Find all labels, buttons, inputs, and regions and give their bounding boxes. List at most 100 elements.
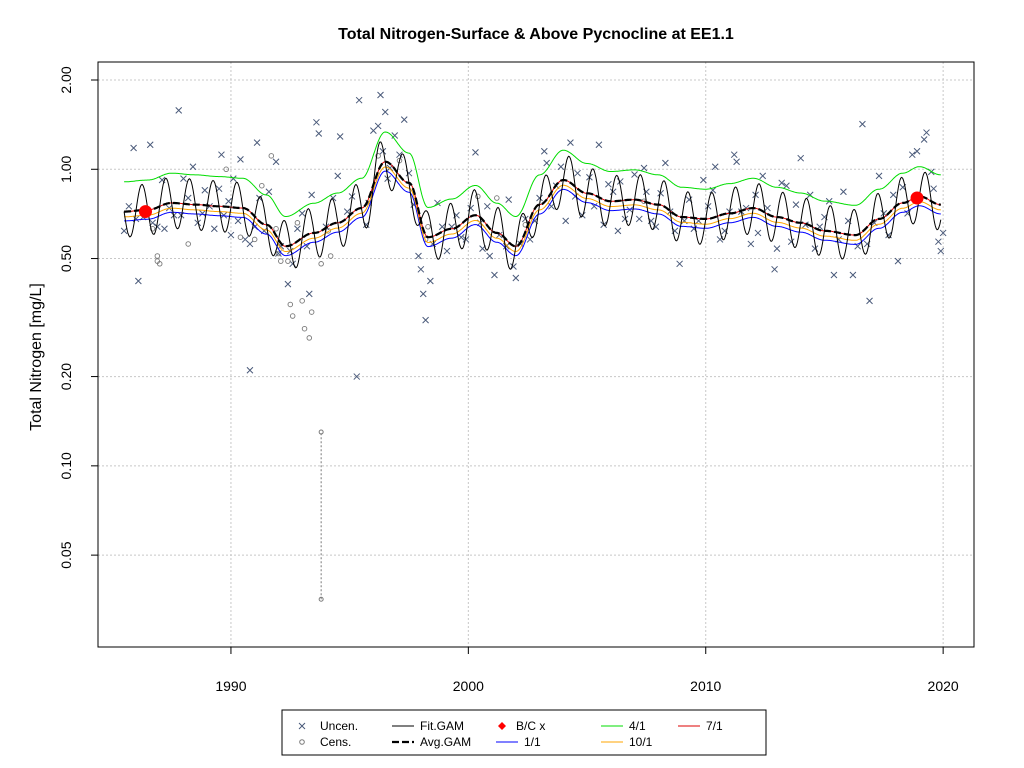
bc-point-0 — [138, 205, 152, 219]
uncensored-point-4 — [135, 277, 142, 285]
legend-uncen-label: Uncen. — [320, 719, 358, 733]
uncensored-point-155 — [771, 265, 778, 273]
uncensored-point-152 — [754, 229, 762, 237]
uncensored-point-78 — [427, 277, 434, 285]
uncensored-point-93 — [491, 271, 498, 279]
uncensored-point-76 — [419, 290, 427, 298]
uncensored-point-32 — [246, 240, 254, 248]
legend-fit-gam-label: Fit.GAM — [420, 719, 464, 733]
uncensored-point-122 — [621, 215, 629, 223]
uncensored-point-129 — [652, 223, 660, 231]
uncensored-point-54 — [334, 172, 342, 180]
censored-point-11 — [275, 250, 282, 257]
censored-point-3 — [156, 261, 163, 267]
legend-4-1-label: 4/1 — [629, 719, 646, 733]
legend-avg-gam-label: Avg.GAM — [420, 735, 471, 749]
uncensored-point-172 — [849, 271, 857, 279]
uncensored-point-118 — [605, 180, 612, 188]
censored-point-21 — [318, 261, 324, 267]
y-tick-label-2: 0.20 — [58, 363, 74, 390]
uncensored-point-160 — [792, 201, 800, 208]
uncensored-point-153 — [759, 172, 767, 180]
uncensored-point-16 — [184, 194, 192, 202]
legend: Uncen. Cens. Fit.GAM Avg.GAM B/C x 1/1 4/1 7/1 1… — [281, 709, 767, 756]
uncensored-point-64 — [377, 91, 384, 99]
uncensored-point-158 — [783, 182, 790, 190]
censored-point-2 — [154, 253, 161, 259]
censored-point-17 — [299, 298, 305, 304]
legend-b-c-x-symbol — [498, 722, 506, 730]
uncensored-point-19 — [199, 210, 206, 217]
uncensored-point-121 — [616, 178, 624, 185]
uncensored-point-18 — [194, 219, 202, 227]
censored-point-9 — [268, 153, 275, 159]
legend-b-c-x-label: B/C x — [516, 719, 545, 733]
uncensored-point-168 — [830, 271, 838, 279]
uncensored-point-56 — [343, 208, 351, 215]
censored-point-14 — [287, 301, 294, 308]
uncensored-point-193 — [937, 247, 945, 255]
bc-point-1 — [910, 191, 924, 205]
uncensored-point-178 — [875, 172, 883, 180]
series-line-10-1 — [124, 166, 941, 252]
uncensored-point-17 — [189, 163, 197, 171]
uncensored-point-176 — [866, 297, 873, 305]
censored-point-10 — [273, 226, 279, 232]
uncensored-point-100 — [521, 215, 529, 223]
uncensored-point-131 — [662, 159, 669, 167]
censored-point-20 — [308, 309, 315, 315]
uncensored-point-119 — [609, 188, 617, 196]
uncensored-point-59 — [355, 96, 363, 104]
censored-interval-high — [318, 429, 324, 435]
uncensored-point-194 — [939, 229, 947, 237]
censored-point-4 — [185, 241, 191, 247]
uncensored-point-108 — [557, 163, 565, 171]
uncensored-point-192 — [935, 238, 942, 246]
censored-point-12 — [278, 258, 284, 264]
legend-uncen-symbol — [298, 722, 306, 730]
uncensored-point-130 — [657, 189, 664, 197]
uncensored-point-86 — [462, 236, 470, 243]
uncensored-point-65 — [379, 147, 387, 155]
censored-point-0 — [149, 226, 156, 232]
uncensored-point-45 — [294, 225, 301, 233]
uncensored-point-10 — [161, 225, 168, 233]
legend-cens-label: Cens. — [320, 735, 351, 749]
uncensored-point-55 — [336, 133, 344, 140]
uncensored-point-70 — [396, 151, 403, 159]
legend-10-1-label: 10/1 — [629, 735, 653, 749]
uncensored-point-82 — [443, 247, 451, 255]
uncensored-point-154 — [764, 204, 771, 212]
uncensored-point-2 — [130, 144, 137, 152]
uncensored-point-123 — [626, 206, 634, 214]
uncensored-point-116 — [595, 141, 603, 149]
uncensored-point-124 — [631, 171, 638, 178]
uncensored-point-33 — [246, 366, 254, 374]
x-tick-label-2000: 2000 — [453, 678, 484, 694]
fit-gam-line — [123, 141, 942, 270]
uncensored-point-110 — [567, 139, 574, 146]
uncensored-point-191 — [930, 185, 937, 193]
uncensored-point-77 — [422, 316, 429, 324]
uncensored-point-42 — [284, 280, 292, 288]
uncensored-point-75 — [417, 265, 425, 273]
uncensored-point-51 — [315, 130, 323, 137]
uncensored-point-48 — [305, 290, 313, 298]
uncensored-point-104 — [540, 147, 548, 155]
censored-point-18 — [301, 325, 308, 332]
uncensored-point-103 — [536, 194, 543, 202]
uncensored-point-95 — [502, 242, 510, 250]
censored-point-27 — [425, 224, 431, 230]
uncensored-point-112 — [574, 169, 581, 177]
avg-gam-line — [124, 160, 941, 248]
uncensored-point-20 — [201, 186, 209, 194]
censored-point-6 — [237, 234, 244, 240]
uncensored-point-92 — [486, 252, 494, 260]
plot-frame — [97, 61, 975, 648]
censored-point-15 — [289, 313, 296, 319]
censored-point-8 — [259, 182, 265, 189]
series-line-1-1 — [124, 170, 941, 257]
uncensored-point-66 — [381, 108, 389, 116]
censored-point-16 — [294, 220, 301, 226]
